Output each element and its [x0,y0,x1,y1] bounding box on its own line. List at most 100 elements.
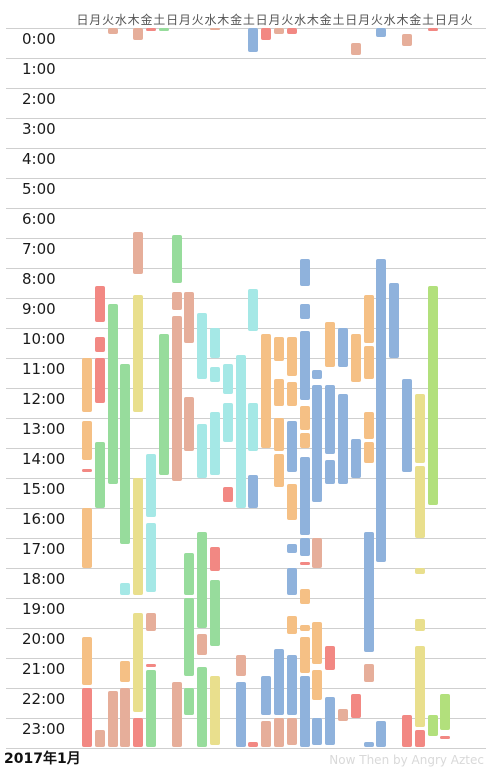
activity-bar[interactable] [286,544,297,553]
activity-bar[interactable] [210,580,220,646]
activity-bar[interactable] [338,394,348,484]
activity-bar[interactable] [274,649,284,715]
activity-bar[interactable] [120,661,131,682]
activity-bar[interactable] [286,28,297,34]
activity-bar[interactable] [171,682,182,747]
activity-bar[interactable] [197,667,208,747]
activity-bar[interactable] [184,553,195,595]
activity-bar[interactable] [325,385,336,454]
activity-bar[interactable] [261,676,272,715]
activity-bar[interactable] [261,334,272,448]
activity-bar[interactable] [363,664,374,682]
activity-bar[interactable] [376,259,387,562]
activity-bar[interactable] [222,364,233,394]
activity-bar[interactable] [82,421,92,460]
activity-bar[interactable] [274,28,284,34]
activity-bar[interactable] [325,697,336,745]
activity-bar[interactable] [312,622,323,664]
activity-bar[interactable] [184,397,195,451]
activity-bar[interactable] [107,28,118,34]
activity-bar[interactable] [146,670,156,747]
activity-bar[interactable] [414,646,425,727]
activity-bar[interactable] [299,457,310,535]
activity-bar[interactable] [261,28,272,40]
activity-bar[interactable] [402,34,412,46]
activity-bar[interactable] [171,235,182,283]
activity-bar[interactable] [363,346,374,379]
activity-bar[interactable] [158,334,169,475]
activity-bar[interactable] [248,28,259,52]
activity-bar[interactable] [286,337,297,376]
activity-bar[interactable] [363,412,374,439]
activity-bar[interactable] [120,583,131,595]
activity-bar[interactable] [299,637,310,673]
activity-bar[interactable] [414,394,425,463]
activity-bar[interactable] [210,547,220,571]
activity-bar[interactable] [363,442,374,463]
activity-bar[interactable] [197,634,208,655]
activity-bar[interactable] [299,562,310,565]
activity-bar[interactable] [299,259,310,286]
activity-bar[interactable] [82,358,92,412]
activity-bar[interactable] [248,403,259,451]
activity-bar[interactable] [350,694,361,718]
activity-bar[interactable] [338,328,348,367]
activity-bar[interactable] [235,655,246,676]
activity-bar[interactable] [222,487,233,502]
activity-bar[interactable] [146,664,156,667]
activity-bar[interactable] [299,331,310,400]
activity-bar[interactable] [286,421,297,472]
activity-bar[interactable] [94,358,105,403]
activity-bar[interactable] [197,313,208,379]
activity-bar[interactable] [363,742,374,747]
activity-bar[interactable] [274,718,284,747]
activity-bar[interactable] [312,718,323,745]
activity-bar[interactable] [82,508,92,568]
activity-bar[interactable] [210,28,220,30]
activity-bar[interactable] [94,730,105,747]
activity-bar[interactable] [120,364,131,544]
activity-bar[interactable] [350,439,361,478]
activity-bar[interactable] [274,379,284,406]
activity-bar[interactable] [107,304,118,484]
activity-bar[interactable] [158,28,169,31]
activity-bar[interactable] [171,292,182,310]
activity-bar[interactable] [248,475,259,508]
activity-bar[interactable] [414,466,425,538]
activity-bar[interactable] [286,655,297,715]
activity-bar[interactable] [146,454,156,517]
activity-bar[interactable] [274,418,284,451]
activity-bar[interactable] [299,538,310,556]
activity-bar[interactable] [414,619,425,631]
activity-bar[interactable] [402,715,412,747]
activity-bar[interactable] [184,598,195,676]
activity-bar[interactable] [171,316,182,481]
activity-bar[interactable] [325,460,336,484]
activity-bar[interactable] [235,682,246,747]
activity-bar[interactable] [94,337,105,352]
activity-bar[interactable] [261,721,272,747]
activity-bar[interactable] [82,637,92,685]
activity-bar[interactable] [286,568,297,595]
activity-bar[interactable] [350,43,361,55]
activity-bar[interactable] [325,646,336,670]
activity-bar[interactable] [146,523,156,592]
activity-bar[interactable] [133,718,144,747]
activity-bar[interactable] [427,715,438,736]
activity-bar[interactable] [440,694,451,730]
activity-bar[interactable] [286,616,297,634]
activity-bar[interactable] [133,613,144,712]
activity-bar[interactable] [248,742,259,747]
activity-bar[interactable] [363,532,374,652]
activity-bar[interactable] [82,688,92,747]
activity-bar[interactable] [414,568,425,574]
activity-bar[interactable] [210,676,220,745]
activity-bar[interactable] [274,454,284,487]
activity-bar[interactable] [338,709,348,721]
activity-bar[interactable] [82,469,92,472]
activity-bar[interactable] [197,532,208,628]
activity-bar[interactable] [376,28,387,37]
activity-bar[interactable] [133,232,144,274]
activity-bar[interactable] [248,289,259,331]
activity-bar[interactable] [350,334,361,382]
